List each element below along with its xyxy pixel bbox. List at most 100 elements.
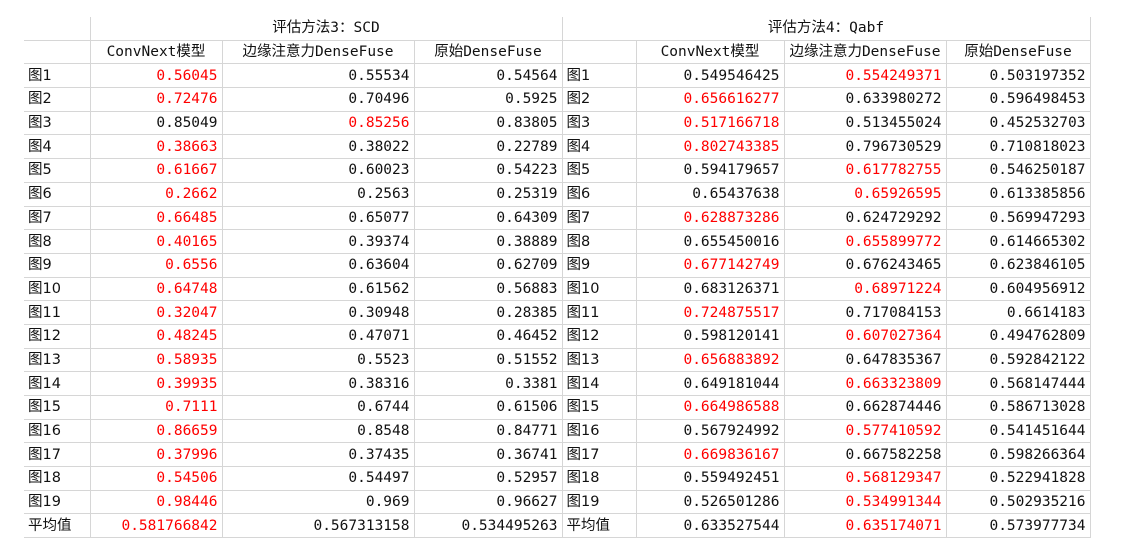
value-cell[interactable]: 0.47071 — [222, 324, 415, 349]
value-cell[interactable]: 0.56045 — [90, 63, 223, 89]
value-cell[interactable]: 0.65437638 — [636, 182, 785, 207]
value-cell[interactable]: 0.663323809 — [784, 371, 947, 396]
row-label[interactable]: 图15 — [24, 395, 91, 420]
row-label[interactable]: 图9 — [24, 253, 91, 278]
row-label[interactable]: 图18 — [562, 466, 637, 491]
value-cell[interactable]: 0.554249371 — [784, 63, 947, 89]
value-cell[interactable]: 0.37435 — [222, 442, 415, 468]
value-cell[interactable]: 0.655450016 — [636, 229, 785, 254]
value-cell[interactable]: 0.613385856 — [946, 182, 1091, 207]
value-cell[interactable]: 0.54223 — [414, 158, 563, 183]
value-cell[interactable]: 0.54497 — [222, 466, 415, 491]
row-label[interactable]: 图10 — [24, 277, 91, 302]
value-cell[interactable]: 0.64309 — [414, 206, 563, 231]
value-cell[interactable]: 0.66485 — [90, 206, 223, 231]
value-cell[interactable]: 0.39935 — [90, 371, 223, 396]
value-cell[interactable]: 0.517166718 — [636, 111, 785, 136]
value-cell[interactable]: 0.522941828 — [946, 466, 1091, 491]
row-label[interactable]: 图16 — [24, 419, 91, 444]
row-label[interactable]: 图6 — [24, 182, 91, 207]
value-cell[interactable]: 0.96627 — [414, 490, 563, 515]
row-label[interactable]: 图8 — [24, 229, 91, 254]
value-cell[interactable]: 0.568147444 — [946, 371, 1091, 396]
value-cell[interactable]: 0.624729292 — [784, 206, 947, 231]
value-cell[interactable]: 0.85256 — [222, 111, 415, 136]
value-cell[interactable]: 0.724875517 — [636, 300, 785, 325]
value-cell[interactable]: 0.649181044 — [636, 371, 785, 396]
row-label[interactable]: 图9 — [562, 253, 637, 278]
value-cell[interactable]: 0.683126371 — [636, 277, 785, 302]
value-cell[interactable]: 0.6744 — [222, 395, 415, 420]
value-cell[interactable]: 0.54564 — [414, 63, 563, 89]
section-title-scd[interactable]: 评估方法3：SCD — [90, 17, 563, 41]
value-cell[interactable]: 0.68971224 — [784, 277, 947, 302]
value-cell[interactable]: 0.614665302 — [946, 229, 1091, 254]
value-cell[interactable]: 0.52957 — [414, 466, 563, 491]
value-cell[interactable]: 0.3381 — [414, 371, 563, 396]
row-label[interactable]: 图1 — [562, 63, 637, 89]
value-cell[interactable]: 0.656883892 — [636, 348, 785, 373]
value-cell[interactable]: 0.2662 — [90, 182, 223, 207]
row-label[interactable]: 图16 — [562, 419, 637, 444]
value-cell[interactable]: 0.84771 — [414, 419, 563, 444]
value-cell[interactable]: 0.39374 — [222, 229, 415, 254]
value-cell[interactable]: 0.64748 — [90, 277, 223, 302]
row-label[interactable]: 图13 — [24, 348, 91, 373]
value-cell[interactable]: 0.607027364 — [784, 324, 947, 349]
value-cell[interactable]: 0.36741 — [414, 442, 563, 468]
value-cell[interactable]: 0.65926595 — [784, 182, 947, 207]
value-cell[interactable]: 0.581766842 — [90, 513, 223, 539]
value-cell[interactable]: 0.38663 — [90, 134, 223, 160]
value-cell[interactable]: 0.594179657 — [636, 158, 785, 183]
value-cell[interactable]: 0.48245 — [90, 324, 223, 349]
value-cell[interactable]: 0.569947293 — [946, 206, 1091, 231]
value-cell[interactable]: 0.568129347 — [784, 466, 947, 491]
value-cell[interactable]: 0.796730529 — [784, 134, 947, 160]
row-label[interactable]: 图4 — [24, 134, 91, 160]
value-cell[interactable]: 0.526501286 — [636, 490, 785, 515]
value-cell[interactable]: 0.38022 — [222, 134, 415, 160]
value-cell[interactable]: 0.60023 — [222, 158, 415, 183]
value-cell[interactable]: 0.40165 — [90, 229, 223, 254]
value-cell[interactable]: 0.534991344 — [784, 490, 947, 515]
value-cell[interactable]: 0.635174071 — [784, 513, 947, 539]
value-cell[interactable]: 0.6556 — [90, 253, 223, 278]
value-cell[interactable]: 0.541451644 — [946, 419, 1091, 444]
row-label[interactable]: 图18 — [24, 466, 91, 491]
value-cell[interactable]: 0.25319 — [414, 182, 563, 207]
value-cell[interactable]: 0.503197352 — [946, 63, 1091, 89]
value-cell[interactable]: 0.5925 — [414, 87, 563, 112]
row-label[interactable]: 图4 — [562, 134, 637, 160]
row-label[interactable]: 图6 — [562, 182, 637, 207]
value-cell[interactable]: 0.72476 — [90, 87, 223, 112]
blank-cell[interactable] — [24, 40, 91, 65]
value-cell[interactable]: 0.6614183 — [946, 300, 1091, 325]
value-cell[interactable]: 0.32047 — [90, 300, 223, 325]
value-cell[interactable]: 0.55534 — [222, 63, 415, 89]
value-cell[interactable]: 0.61506 — [414, 395, 563, 420]
value-cell[interactable]: 0.30948 — [222, 300, 415, 325]
value-cell[interactable]: 0.86659 — [90, 419, 223, 444]
value-cell[interactable]: 0.7111 — [90, 395, 223, 420]
value-cell[interactable]: 0.98446 — [90, 490, 223, 515]
row-label[interactable]: 图5 — [24, 158, 91, 183]
value-cell[interactable]: 0.2563 — [222, 182, 415, 207]
value-cell[interactable]: 0.669836167 — [636, 442, 785, 468]
value-cell[interactable]: 0.664986588 — [636, 395, 785, 420]
value-cell[interactable]: 0.677142749 — [636, 253, 785, 278]
row-label[interactable]: 图19 — [24, 490, 91, 515]
row-label[interactable]: 图8 — [562, 229, 637, 254]
blank-cell[interactable] — [24, 17, 91, 41]
value-cell[interactable]: 0.577410592 — [784, 419, 947, 444]
value-cell[interactable]: 0.22789 — [414, 134, 563, 160]
column-header[interactable]: ConvNext模型 — [90, 40, 223, 65]
value-cell[interactable]: 0.37996 — [90, 442, 223, 468]
row-label[interactable]: 图13 — [562, 348, 637, 373]
value-cell[interactable]: 0.596498453 — [946, 87, 1091, 112]
value-cell[interactable]: 0.58935 — [90, 348, 223, 373]
value-cell[interactable]: 0.549546425 — [636, 63, 785, 89]
value-cell[interactable]: 0.62709 — [414, 253, 563, 278]
value-cell[interactable]: 0.667582258 — [784, 442, 947, 468]
value-cell[interactable]: 0.65077 — [222, 206, 415, 231]
value-cell[interactable]: 0.5523 — [222, 348, 415, 373]
